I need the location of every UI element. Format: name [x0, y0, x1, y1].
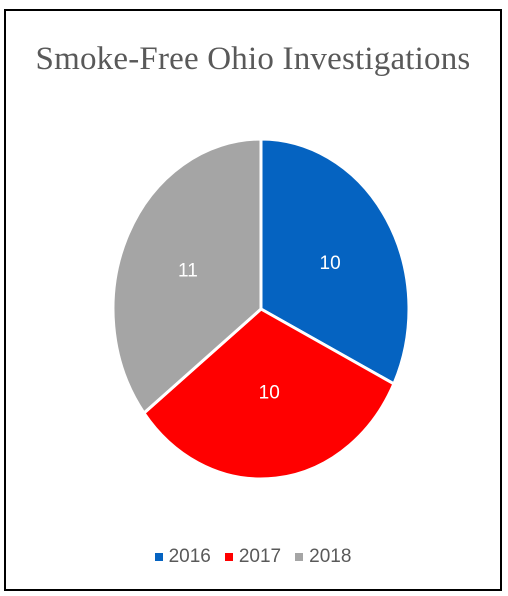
legend-swatch-2017 — [224, 553, 233, 561]
legend-swatch-2018 — [295, 553, 304, 561]
data-label-2017: 10 — [259, 383, 280, 404]
legend-item-2016: 2016 — [154, 546, 211, 568]
legend-label-2018: 2018 — [309, 546, 352, 567]
pie-slice-2017 — [141, 307, 396, 481]
legend-label-2017: 2017 — [238, 546, 282, 567]
pie-slice-2016 — [259, 137, 411, 386]
legend-swatch-2016 — [154, 553, 163, 561]
chart-title: Smoke-Free Ohio Investigations — [35, 41, 471, 77]
pie-slice-2018 — [111, 137, 263, 416]
legend-label-2016: 2016 — [168, 546, 211, 567]
data-label-2016: 10 — [320, 253, 341, 274]
data-label-2018: 11 — [178, 261, 198, 282]
pie-chart: 10 10 11 — [111, 137, 411, 481]
chart-frame: Smoke-Free Ohio Investigations 10 10 11 20… — [4, 9, 502, 591]
chart-legend: 2016 2017 2018 — [6, 546, 500, 568]
legend-item-2018: 2018 — [295, 546, 351, 568]
legend-item-2017: 2017 — [224, 546, 282, 568]
